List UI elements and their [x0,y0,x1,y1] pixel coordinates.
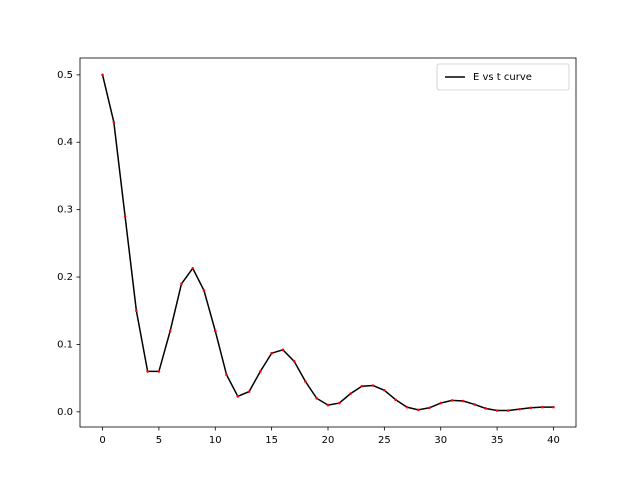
data-point [236,395,240,398]
data-point [191,266,195,270]
data-point [495,409,499,412]
y-tick-label: 0.5 [57,70,73,81]
data-point [292,359,296,363]
data-point [405,405,409,409]
data-point [180,282,183,286]
data-point [383,388,386,392]
data-point [540,405,544,409]
data-point [304,380,307,383]
data-point [552,405,555,409]
data-point [101,73,104,77]
data-point [315,397,319,400]
x-tick-label: 15 [265,435,278,446]
data-point [225,373,228,377]
y-tick-label: 0.2 [57,272,73,283]
x-tick-label: 0 [99,435,105,446]
data-point [461,399,465,403]
data-point [371,384,375,387]
data-point [281,348,285,352]
data-point [168,329,172,333]
plot-frame [79,57,577,428]
data-point [326,403,330,407]
x-tick-label: 20 [322,435,335,446]
y-tick-label: 0.3 [57,205,73,216]
data-point [337,401,341,405]
legend-box [436,63,570,91]
y-tick-label: 0.0 [57,407,73,418]
legend-label: E vs t curve [473,72,532,83]
x-tick-label: 5 [156,435,162,446]
data-point [259,370,262,373]
x-tick-label: 30 [434,435,447,446]
data-point [247,390,251,393]
y-tick-label: 0.1 [57,339,73,350]
data-point [473,403,476,406]
data-point [123,215,127,218]
x-tick-label: 10 [209,435,222,446]
data-point [450,399,454,402]
data-point [416,408,420,412]
data-point [213,329,217,333]
data-point [529,406,533,410]
x-tick-label: 35 [491,435,504,446]
data-point [349,392,352,395]
data-point [518,407,521,411]
data-point [157,370,161,373]
x-tick-label: 25 [378,435,391,446]
data-point [112,120,116,124]
data-point [270,351,273,355]
data-point [360,384,364,388]
data-point [202,289,206,292]
data-point [394,398,397,402]
x-tick-label: 40 [547,435,560,446]
data-point [439,401,443,405]
data-point [484,407,488,410]
data-point [146,370,149,373]
data-point [507,409,510,412]
data-point [428,406,431,410]
data-point [135,309,138,313]
y-tick-label: 0.4 [57,137,73,148]
